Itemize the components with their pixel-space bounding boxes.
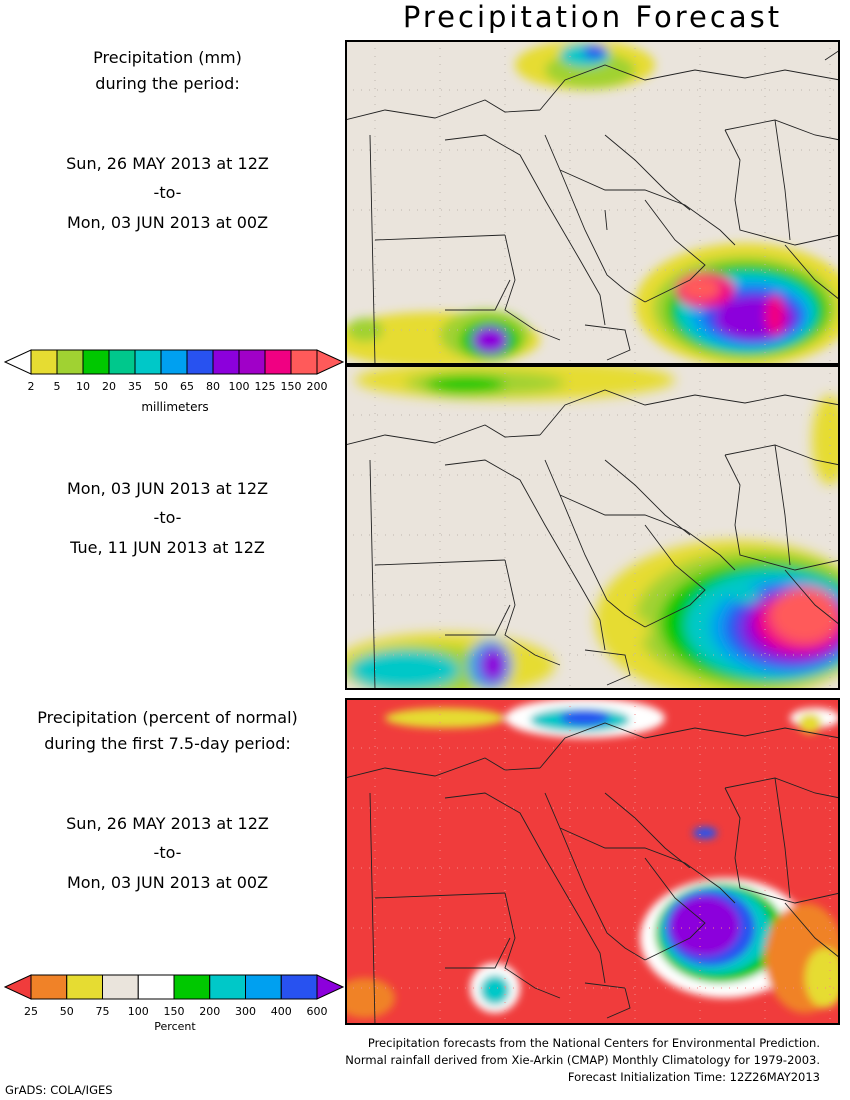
panel1-heading-line2: during the period:	[95, 74, 240, 93]
colorbar-pct-color-box	[102, 974, 139, 1000]
colorbar-pct-tick-label: 50	[60, 1005, 74, 1018]
colorbar-mm-color-box	[30, 349, 58, 375]
colorbar-mm-color-box	[82, 349, 110, 375]
colorbar-pct-tick-label: 400	[271, 1005, 292, 1018]
panel3-start-date: Sun, 26 MAY 2013 at 12Z	[66, 814, 269, 833]
figure-title: Precipitation Forecast	[402, 0, 783, 34]
colorbar-pct-left-arrow	[3, 974, 32, 1000]
panel2-to: -to-	[153, 508, 182, 527]
colorbar-mm-color-box	[264, 349, 292, 375]
panel3-end-date: Mon, 03 JUN 2013 at 00Z	[66, 873, 269, 892]
colorbar-mm-tick-label: 65	[180, 380, 194, 393]
panel2-start-date: Mon, 03 JUN 2013 at 12Z	[66, 479, 269, 498]
colorbar-pct-tick-label: 600	[307, 1005, 328, 1018]
map-panel-percent-normal	[345, 698, 840, 1025]
colorbar-percent: 25 50 75 100 150 200 300 400 600 Percent	[3, 974, 345, 1033]
colorbar-mm-tick-label: 20	[102, 380, 116, 393]
colorbar-pct-tick-label: 100	[128, 1005, 149, 1018]
colorbar-mm-tick-label: 5	[54, 380, 61, 393]
panel3-to: -to-	[153, 843, 182, 862]
colorbar-mm-tick-label: 150	[281, 380, 302, 393]
colorbar-mm-tick-label: 50	[154, 380, 168, 393]
colorbar-pct-right-arrow	[316, 974, 345, 1000]
panel1-end-date: Mon, 03 JUN 2013 at 00Z	[66, 213, 269, 232]
colorbar-pct-tick-label: 300	[235, 1005, 256, 1018]
colorbar-mm-color-box	[160, 349, 188, 375]
colorbar-mm-color-box	[56, 349, 84, 375]
colorbar-mm-unit: millimeters	[141, 400, 208, 414]
colorbar-pct-color-box	[173, 974, 211, 1000]
colorbar-mm-color-box	[238, 349, 266, 375]
colorbar-mm-tick-label: 80	[206, 380, 220, 393]
software-credit: GrADS: COLA/IGES	[5, 1083, 113, 1097]
colorbar-pct-tick-label: 25	[24, 1005, 38, 1018]
credit-line-1: Precipitation forecasts from the Nationa…	[367, 1036, 820, 1050]
colorbar-pct-color-box	[30, 974, 68, 1000]
map-panel-precip-week2	[345, 365, 840, 690]
credits: Precipitation forecasts from the Nationa…	[345, 1035, 820, 1086]
colorbar-mm-color-box	[134, 349, 162, 375]
colorbar-pct-color-box	[209, 974, 246, 1000]
colorbar-mm-tick-label: 200	[307, 380, 328, 393]
colorbar-millimeters: 2 5 10 20 35 50 65 80 100 125 150 200 millimeters	[3, 349, 345, 414]
colorbar-mm-tick-label: 35	[128, 380, 142, 393]
panel1-heading-line1: Precipitation (mm)	[93, 48, 242, 67]
colorbar-pct-tick-label: 200	[199, 1005, 220, 1018]
colorbar-mm-color-box	[108, 349, 136, 375]
colorbar-pct-tick-label: 75	[96, 1005, 110, 1018]
colorbar-pct-color-box	[280, 974, 318, 1000]
credit-line-3: Forecast Initialization Time: 12Z26MAY20…	[567, 1070, 820, 1084]
colorbar-mm-left-arrow	[3, 349, 32, 375]
colorbar-pct-tick-label: 150	[164, 1005, 185, 1018]
colorbar-pct-unit: Percent	[154, 1020, 196, 1033]
credit-line-2: Normal rainfall derived from Xie-Arkin (…	[345, 1053, 820, 1067]
colorbar-pct-color-box	[66, 974, 103, 1000]
colorbar-mm-tick-label: 10	[76, 380, 90, 393]
colorbar-mm-color-box	[186, 349, 214, 375]
panel1-to: -to-	[153, 183, 182, 202]
colorbar-pct-color-box	[245, 974, 282, 1000]
panel3-heading-line1: Precipitation (percent of normal)	[37, 708, 298, 727]
colorbar-mm-color-box	[290, 349, 318, 375]
map-panel-precip-week1	[345, 40, 840, 365]
colorbar-mm-right-arrow	[316, 349, 345, 375]
colorbar-pct-color-box	[137, 974, 175, 1000]
panel1-start-date: Sun, 26 MAY 2013 at 12Z	[66, 154, 269, 173]
panel2-end-date: Tue, 11 JUN 2013 at 12Z	[70, 538, 265, 557]
colorbar-mm-tick-label: 125	[255, 380, 276, 393]
colorbar-mm-color-box	[212, 349, 240, 375]
colorbar-mm-tick-label: 100	[229, 380, 250, 393]
colorbar-mm-tick-label: 2	[28, 380, 35, 393]
panel3-heading-line2: during the first 7.5-day period:	[44, 734, 291, 753]
